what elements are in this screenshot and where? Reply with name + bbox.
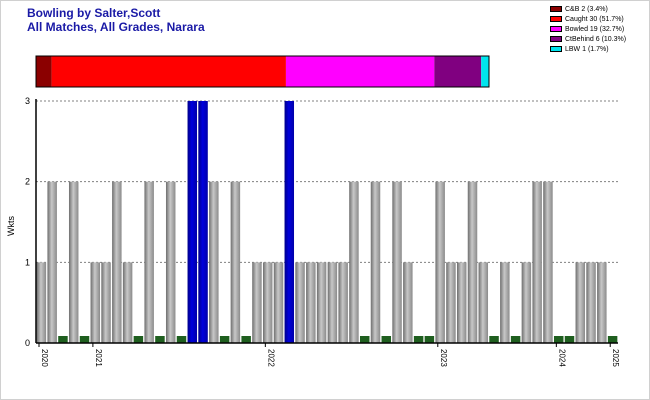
bar xyxy=(144,181,154,343)
bar xyxy=(370,181,381,343)
bar xyxy=(187,101,198,343)
bar xyxy=(532,181,542,343)
legend-item-ctbehind: CtBehind 6 (10.3%) xyxy=(550,34,626,44)
bar-zero xyxy=(564,336,575,343)
bar xyxy=(543,181,553,343)
strip-segment-lbw xyxy=(481,56,489,87)
dismissal-strip xyxy=(35,55,490,88)
bar-zero xyxy=(381,336,392,343)
bar xyxy=(467,181,478,343)
bar xyxy=(230,181,241,343)
bar xyxy=(327,262,338,343)
legend-item-cb: C&B 2 (3.4%) xyxy=(550,4,626,14)
y-tick-label: 2 xyxy=(25,177,30,187)
bar xyxy=(295,262,305,343)
legend-swatch xyxy=(550,46,562,52)
legend-swatch xyxy=(550,26,562,32)
y-tick-label: 3 xyxy=(25,96,30,106)
bar-zero xyxy=(510,336,521,343)
bar xyxy=(521,262,532,343)
bar xyxy=(90,262,101,343)
bar xyxy=(36,262,47,343)
bar xyxy=(597,262,607,343)
bar xyxy=(349,181,359,343)
bar xyxy=(575,262,586,343)
strip-segment-ctbehind xyxy=(434,56,482,87)
legend-label: Bowled 19 (32.7%) xyxy=(565,25,625,33)
legend-swatch xyxy=(550,36,562,42)
y-tick-label: 1 xyxy=(25,257,30,267)
bar xyxy=(273,262,284,343)
bar xyxy=(284,101,295,343)
strip-segment-caught xyxy=(51,56,286,87)
legend-label: LBW 1 (1.7%) xyxy=(565,45,609,53)
x-tick-label: 2020 xyxy=(40,349,49,367)
bar-zero xyxy=(79,336,90,343)
legend: C&B 2 (3.4%) Caught 30 (51.7%) Bowled 19… xyxy=(550,4,626,54)
legend-label: Caught 30 (51.7%) xyxy=(565,15,624,23)
bar xyxy=(316,262,327,343)
bar xyxy=(478,262,489,343)
bar-zero xyxy=(607,336,618,343)
bar xyxy=(403,262,413,343)
bar-zero xyxy=(241,336,251,343)
bar-zero xyxy=(489,336,499,343)
bar xyxy=(101,262,111,343)
bar-zero xyxy=(424,336,435,343)
bar xyxy=(586,262,596,343)
x-tick-label: 2025 xyxy=(611,349,620,367)
bars xyxy=(36,101,618,343)
y-axis-label: Wkts xyxy=(6,216,16,236)
bar xyxy=(209,181,219,343)
bar-zero xyxy=(176,336,187,343)
x-tick-label: 2024 xyxy=(557,349,566,367)
bar xyxy=(122,262,133,343)
legend-swatch xyxy=(550,6,562,12)
legend-item-lbw: LBW 1 (1.7%) xyxy=(550,44,626,54)
x-tick-label: 2023 xyxy=(439,349,448,367)
bar xyxy=(47,181,57,343)
legend-label: CtBehind 6 (10.3%) xyxy=(565,35,627,43)
legend-item-caught: Caught 30 (51.7%) xyxy=(550,14,626,24)
bar-zero xyxy=(155,336,165,343)
title-line-1: Bowling by Salter,Scott xyxy=(27,6,161,20)
bar xyxy=(500,262,510,343)
x-tick-label: 2021 xyxy=(94,349,103,367)
bar xyxy=(262,262,273,343)
bar-zero xyxy=(58,336,68,343)
bar xyxy=(446,262,456,343)
title-line-2: All Matches, All Grades, Narara xyxy=(27,20,205,34)
bar xyxy=(338,262,348,343)
bar xyxy=(252,262,262,343)
legend-item-bowled: Bowled 19 (32.7%) xyxy=(550,24,626,34)
strip-segment-bowled xyxy=(285,56,435,87)
bar-zero xyxy=(359,336,370,343)
bar xyxy=(306,262,316,343)
strip-border xyxy=(35,55,490,88)
legend-label: C&B 2 (3.4%) xyxy=(565,5,608,13)
axes: 0 1 2 3 2020 2021 2022 2023 2024 2025 xyxy=(25,96,620,367)
chart-title: Bowling by Salter,Scott All Matches, All… xyxy=(27,6,205,34)
bar xyxy=(456,262,467,343)
y-tick-label: 0 xyxy=(25,338,30,348)
bar xyxy=(198,101,208,343)
bar-zero xyxy=(413,336,424,343)
bar xyxy=(435,181,445,343)
bar-zero xyxy=(553,336,564,343)
bar xyxy=(392,181,402,343)
bar xyxy=(68,181,79,343)
grid-lines xyxy=(36,100,618,263)
bar-zero xyxy=(133,336,144,343)
bar-zero xyxy=(219,336,230,343)
bar xyxy=(112,181,122,343)
bar xyxy=(165,181,176,343)
strip-segment-c&b xyxy=(36,56,52,87)
x-tick-label: 2022 xyxy=(266,349,275,367)
legend-swatch xyxy=(550,16,562,22)
